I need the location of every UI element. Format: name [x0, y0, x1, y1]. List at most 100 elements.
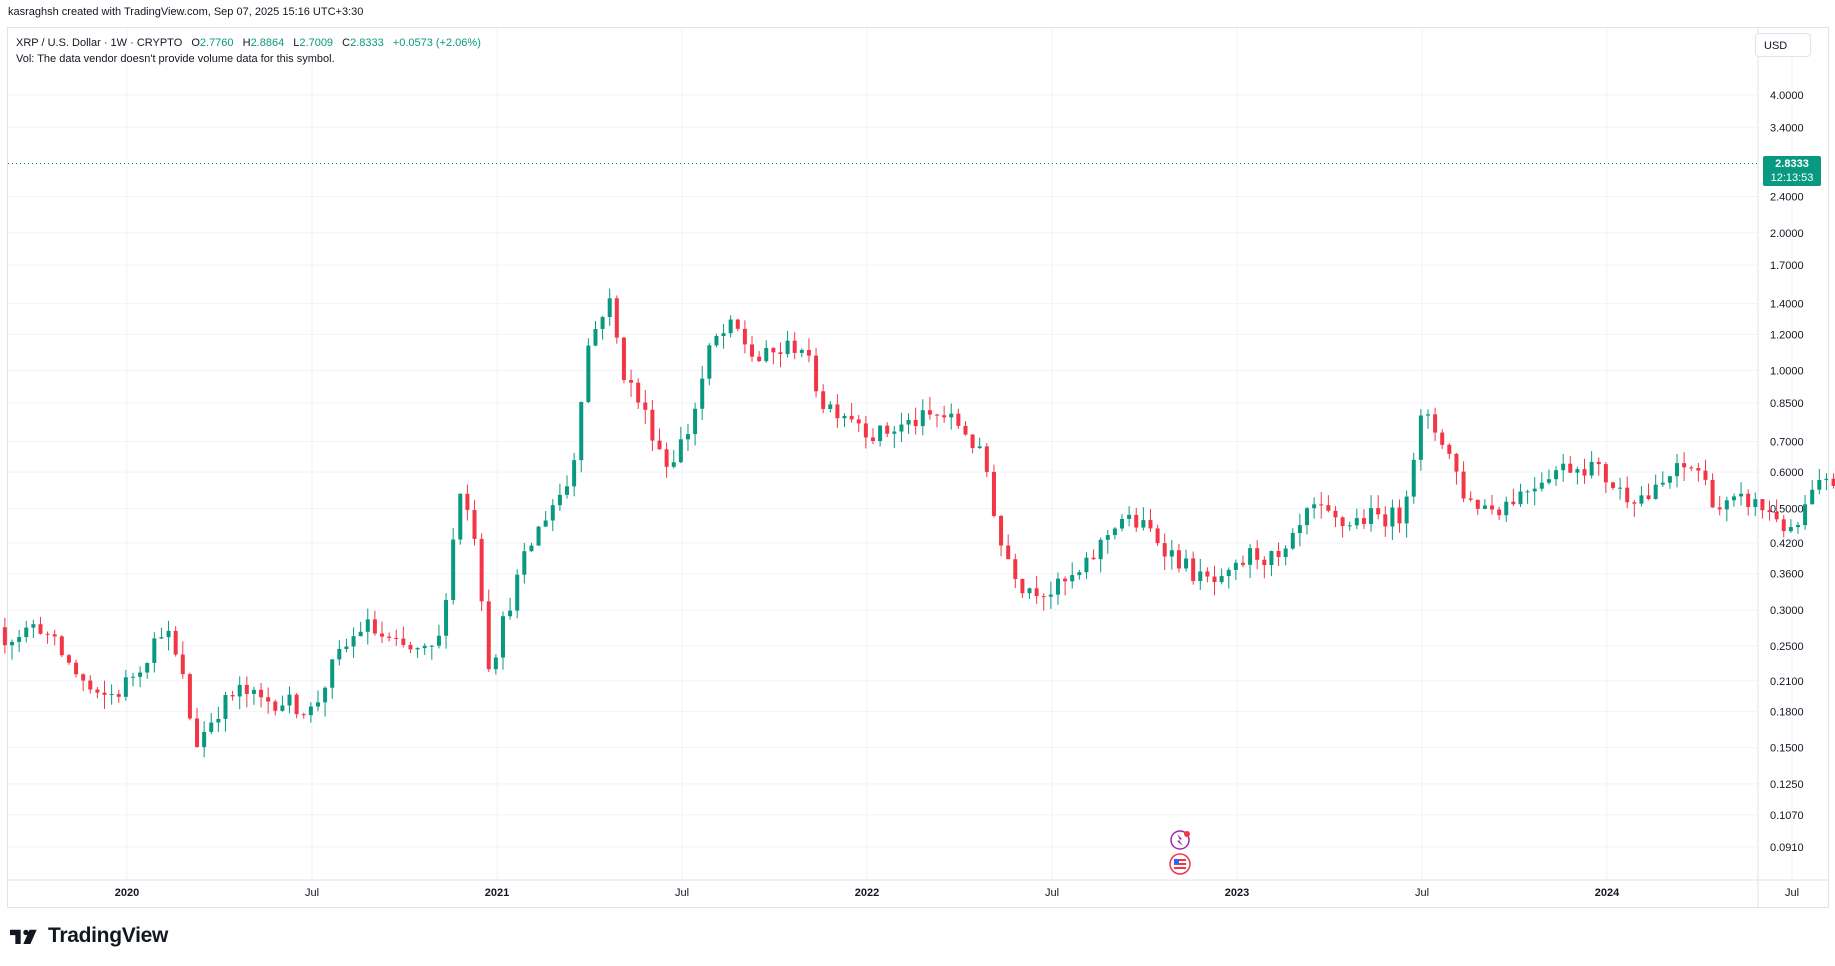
candle-body [1803, 504, 1808, 526]
candle [757, 351, 762, 362]
candle-body [629, 380, 634, 383]
candle-body [116, 694, 121, 697]
candle-body [1696, 468, 1701, 471]
candle-body [1269, 550, 1274, 566]
candle [1169, 539, 1174, 570]
candle [572, 452, 577, 497]
candle [486, 589, 491, 673]
candle [1020, 578, 1025, 598]
candle-body [1525, 491, 1530, 493]
candle [1034, 576, 1039, 604]
price-tick-label: 0.7000 [1770, 436, 1804, 448]
candle [130, 672, 135, 687]
candle-body [1411, 459, 1416, 497]
candle [1575, 466, 1580, 485]
price-axis[interactable]: 4.0000 3.4000 2.4000 2.0000 1.7000 1.4000 1.20… [1757, 28, 1804, 908]
candle [287, 686, 292, 714]
candle-body [1390, 507, 1395, 527]
candle-body [614, 298, 619, 338]
candle [1440, 429, 1445, 450]
candle-body [899, 424, 904, 432]
symbol-title[interactable]: XRP / U.S. Dollar · 1W · CRYPTO [16, 37, 183, 49]
candle-body [579, 402, 584, 461]
candle-body [1205, 571, 1210, 577]
candle-body [1810, 489, 1815, 505]
candle [557, 483, 562, 512]
candle-body [1262, 559, 1267, 566]
candle-body [1226, 569, 1231, 577]
candle-body [557, 494, 562, 506]
candle [1774, 499, 1779, 523]
candle [828, 401, 833, 413]
candle-body [422, 645, 427, 649]
candle-body [1518, 491, 1523, 505]
candle-body [771, 347, 776, 353]
high-value: 2.8864 [250, 37, 285, 49]
candle-body [1070, 575, 1075, 582]
candle-body [1475, 499, 1480, 509]
tradingview-logo[interactable]: TradingView [10, 924, 168, 948]
candle-body [1055, 578, 1060, 595]
candle [1162, 533, 1167, 571]
time-axis[interactable]: Jul2020Jul2021Jul2022Jul2023Jul2024Jul20… [0, 879, 1835, 899]
candle-body [1105, 535, 1110, 540]
candle-body [678, 439, 683, 463]
candle [1418, 409, 1423, 471]
candle [1490, 494, 1495, 515]
candle [280, 695, 285, 712]
candle-body [1582, 469, 1587, 476]
candle [1055, 572, 1060, 605]
candle-body [458, 493, 463, 540]
candle-body [1326, 505, 1331, 511]
candle-body [237, 684, 242, 697]
candle [678, 426, 683, 464]
candle [1255, 540, 1260, 570]
symbol-legend[interactable]: XRP / U.S. Dollar · 1W · CRYPTO O2.7760 … [16, 35, 481, 52]
candle-body [1397, 507, 1402, 524]
candle [1760, 498, 1765, 519]
flag-canton [1174, 859, 1179, 864]
candle-body [892, 431, 897, 434]
candle-body [1468, 498, 1473, 500]
candle-body [1618, 487, 1623, 489]
candle [1120, 514, 1125, 532]
candle-body [643, 402, 648, 410]
candle-body [1824, 478, 1829, 480]
candle [500, 611, 505, 670]
candle [323, 686, 328, 717]
candle-body [1767, 510, 1772, 513]
lightning-icon [1177, 834, 1183, 846]
candle-body [1425, 414, 1430, 416]
candle-body [1675, 463, 1680, 477]
candle-body [1482, 505, 1487, 509]
candle-body [1454, 453, 1459, 472]
candle-body [287, 694, 292, 706]
close-label: C [342, 37, 351, 49]
candle [1724, 496, 1729, 522]
candle [1240, 555, 1245, 568]
candle-body [1006, 545, 1011, 560]
candle-body [1169, 550, 1174, 557]
candle [465, 484, 470, 521]
candle [1710, 473, 1715, 508]
candle [1155, 524, 1160, 546]
candle-body [1340, 517, 1345, 527]
candle-body [81, 674, 86, 681]
candle-body [1383, 514, 1388, 527]
candle-body [436, 635, 441, 646]
candle [209, 712, 214, 735]
candle-body [1248, 548, 1253, 565]
candle [1176, 544, 1181, 573]
candle [180, 641, 185, 679]
candle [735, 318, 740, 332]
chart-credit: kasraghsh created with TradingView.com, … [8, 6, 364, 18]
candle [187, 672, 192, 721]
currency-button[interactable]: USD [1755, 33, 1811, 57]
candle [401, 626, 406, 648]
candle-body [935, 414, 940, 416]
time-tick-label: 2022 [855, 887, 879, 899]
candle-body [1027, 588, 1032, 594]
events-markers[interactable] [1169, 830, 1191, 875]
candle [543, 511, 548, 527]
